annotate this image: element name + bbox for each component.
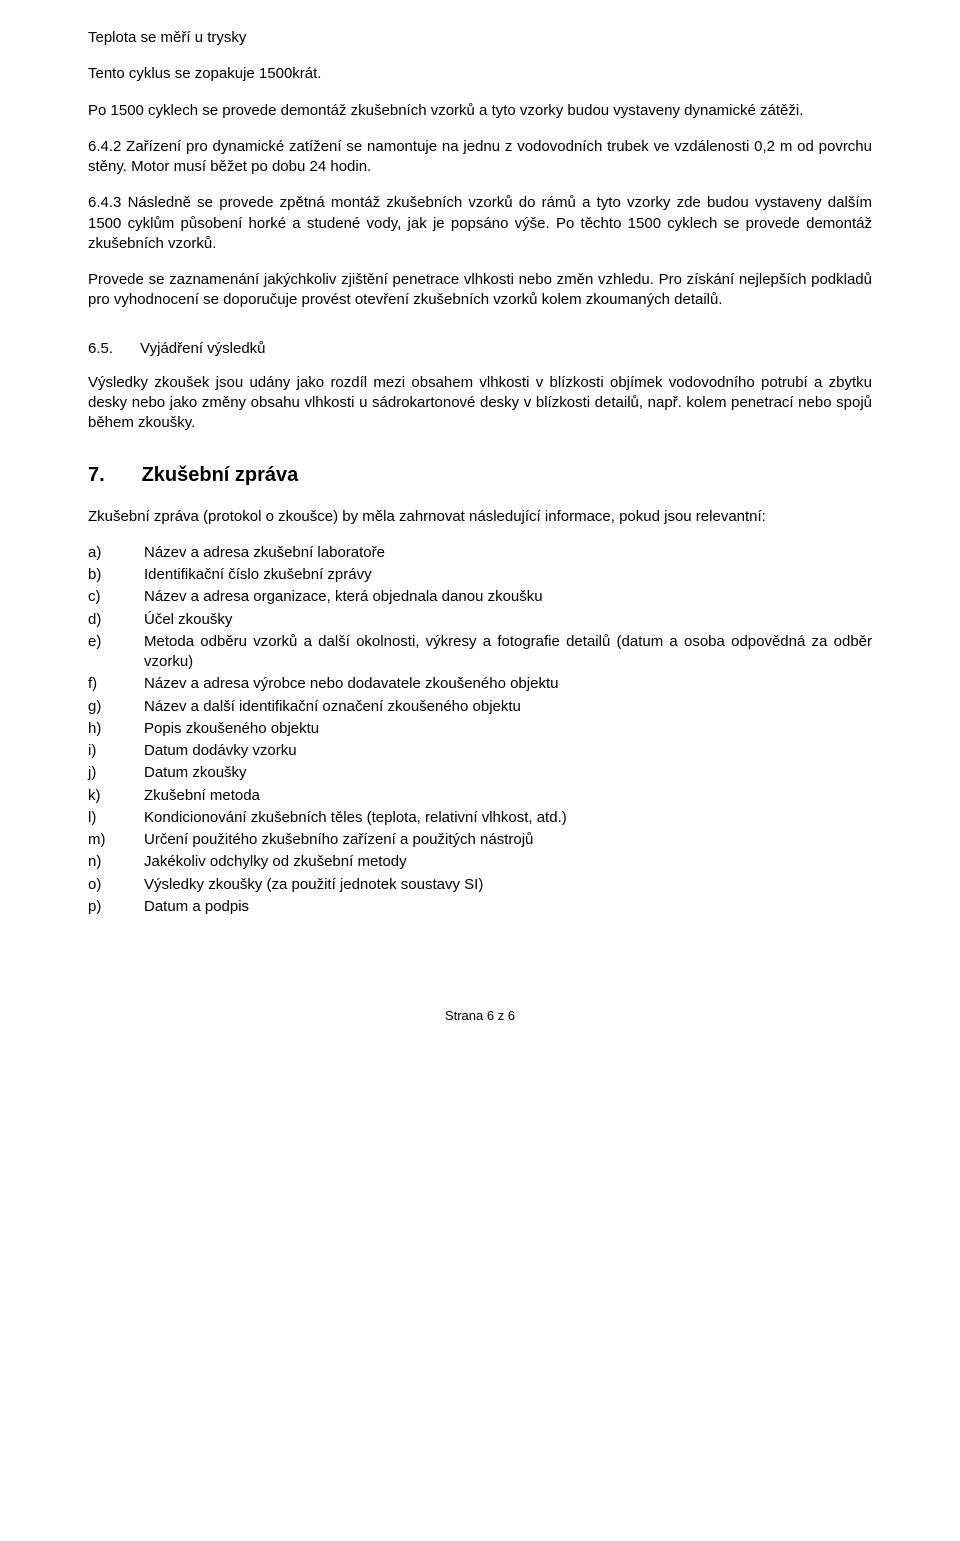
list-marker: k) xyxy=(88,786,144,806)
list-item: f)Název a adresa výrobce nebo dodavatele… xyxy=(88,674,872,694)
list-marker: c) xyxy=(88,587,144,607)
list-item: h)Popis zkoušeného objektu xyxy=(88,719,872,739)
list-text: Identifikační číslo zkušební zprávy xyxy=(144,565,872,585)
list-marker: o) xyxy=(88,875,144,895)
list-marker: g) xyxy=(88,697,144,717)
paragraph-2: Tento cyklus se zopakuje 1500krát. xyxy=(88,64,872,84)
list-text: Účel zkoušky xyxy=(144,610,872,630)
list-text: Název a adresa výrobce nebo dodavatele z… xyxy=(144,674,872,694)
list-text: Datum zkoušky xyxy=(144,763,872,783)
list-marker: i) xyxy=(88,741,144,761)
list-text: Jakékoliv odchylky od zkušební metody xyxy=(144,852,872,872)
list-marker: a) xyxy=(88,543,144,563)
list-marker: b) xyxy=(88,565,144,585)
page-footer: Strana 6 z 6 xyxy=(88,1007,872,1025)
heading-title: Zkušební zpráva xyxy=(142,464,299,486)
list-item: l)Kondicionování zkušebních těles (teplo… xyxy=(88,808,872,828)
list-marker: h) xyxy=(88,719,144,739)
list-item: e)Metoda odběru vzorků a další okolnosti… xyxy=(88,632,872,673)
list-text: Název a adresa zkušební laboratoře xyxy=(144,543,872,563)
paragraph-8: Zkušební zpráva (protokol o zkoušce) by … xyxy=(88,507,872,527)
paragraph-642: 6.4.2 Zařízení pro dynamické zatížení se… xyxy=(88,137,872,178)
list-item: j)Datum zkoušky xyxy=(88,763,872,783)
paragraph-1: Teplota se měří u trysky xyxy=(88,28,872,48)
list-item: b)Identifikační číslo zkušební zprávy xyxy=(88,565,872,585)
list-item: m)Určení použitého zkušebního zařízení a… xyxy=(88,830,872,850)
list-item: n)Jakékoliv odchylky od zkušební metody xyxy=(88,852,872,872)
list-item: k)Zkušební metoda xyxy=(88,786,872,806)
list-text: Určení použitého zkušebního zařízení a p… xyxy=(144,830,872,850)
list-item: d)Účel zkoušky xyxy=(88,610,872,630)
list-text: Datum dodávky vzorku xyxy=(144,741,872,761)
paragraph-643: 6.4.3 Následně se provede zpětná montáž … xyxy=(88,193,872,254)
list-item: g)Název a další identifikační označení z… xyxy=(88,697,872,717)
paragraph-6: Provede se zaznamenání jakýchkoliv zjišt… xyxy=(88,270,872,311)
heading-number: 7. xyxy=(88,462,136,489)
list-marker: e) xyxy=(88,632,144,652)
paragraph-7: Výsledky zkoušek jsou udány jako rozdíl … xyxy=(88,373,872,434)
heading-7: 7. Zkušební zpráva xyxy=(88,462,872,489)
heading-number: 6.5. xyxy=(88,339,136,359)
list-item: p)Datum a podpis xyxy=(88,897,872,917)
list-item: a)Název a adresa zkušební laboratoře xyxy=(88,543,872,563)
list-text: Datum a podpis xyxy=(144,897,872,917)
list-marker: f) xyxy=(88,674,144,694)
list-text: Zkušební metoda xyxy=(144,786,872,806)
list-marker: p) xyxy=(88,897,144,917)
list-marker: d) xyxy=(88,610,144,630)
list-marker: m) xyxy=(88,830,144,850)
heading-6-5: 6.5. Vyjádření výsledků xyxy=(88,339,872,359)
list-text: Výsledky zkoušky (za použití jednotek so… xyxy=(144,875,872,895)
list-marker: n) xyxy=(88,852,144,872)
list-text: Kondicionování zkušebních těles (teplota… xyxy=(144,808,872,828)
list-item: o)Výsledky zkoušky (za použití jednotek … xyxy=(88,875,872,895)
paragraph-3: Po 1500 cyklech se provede demontáž zkuš… xyxy=(88,101,872,121)
list-item: c)Název a adresa organizace, která objed… xyxy=(88,587,872,607)
list-marker: j) xyxy=(88,763,144,783)
list-text: Název a adresa organizace, která objedna… xyxy=(144,587,872,607)
list-text: Metoda odběru vzorků a další okolnosti, … xyxy=(144,632,872,673)
list-marker: l) xyxy=(88,808,144,828)
list-item: i)Datum dodávky vzorku xyxy=(88,741,872,761)
heading-title: Vyjádření výsledků xyxy=(140,340,265,357)
list-text: Popis zkoušeného objektu xyxy=(144,719,872,739)
list-text: Název a další identifikační označení zko… xyxy=(144,697,872,717)
report-list: a)Název a adresa zkušební laboratořeb)Id… xyxy=(88,543,872,917)
